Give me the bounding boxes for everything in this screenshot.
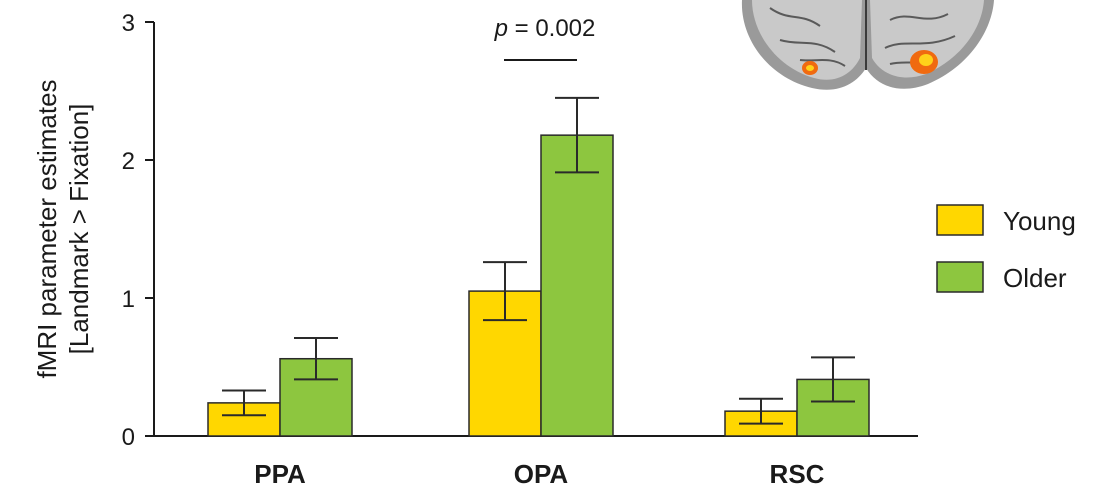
bar-older-opa bbox=[540, 134, 614, 437]
brain-activation-image bbox=[741, 0, 994, 90]
error-bar-young-rsc bbox=[739, 397, 783, 425]
y-tick-label: 2 bbox=[122, 148, 135, 175]
y-tick-label: 1 bbox=[122, 286, 135, 313]
legend-label-older: Older bbox=[1003, 263, 1067, 293]
x-category-label: PPA bbox=[254, 459, 306, 489]
x-category-label: RSC bbox=[770, 459, 825, 489]
legend-swatch-older bbox=[936, 261, 984, 293]
legend-swatch-young bbox=[936, 204, 984, 236]
y-axis-title-line1: fMRI parameter estimates bbox=[32, 79, 62, 378]
error-bar-young-ppa bbox=[222, 389, 266, 417]
x-category-label: OPA bbox=[514, 459, 569, 489]
y-tick-label: 3 bbox=[122, 10, 135, 37]
legend-label-young: Young bbox=[1003, 206, 1076, 236]
error-bar-older-rsc bbox=[811, 356, 855, 403]
y-axis-title-line2: [Landmark > Fixation] bbox=[64, 104, 94, 355]
error-bar-older-ppa bbox=[294, 337, 338, 381]
error-bar-young-opa bbox=[483, 261, 527, 322]
significance-annotation: p = 0.002 bbox=[494, 15, 596, 42]
p-value: = 0.002 bbox=[508, 15, 595, 42]
p-symbol: p bbox=[494, 15, 508, 42]
y-tick-label: 0 bbox=[122, 424, 135, 451]
error-bar-older-opa bbox=[555, 96, 599, 174]
